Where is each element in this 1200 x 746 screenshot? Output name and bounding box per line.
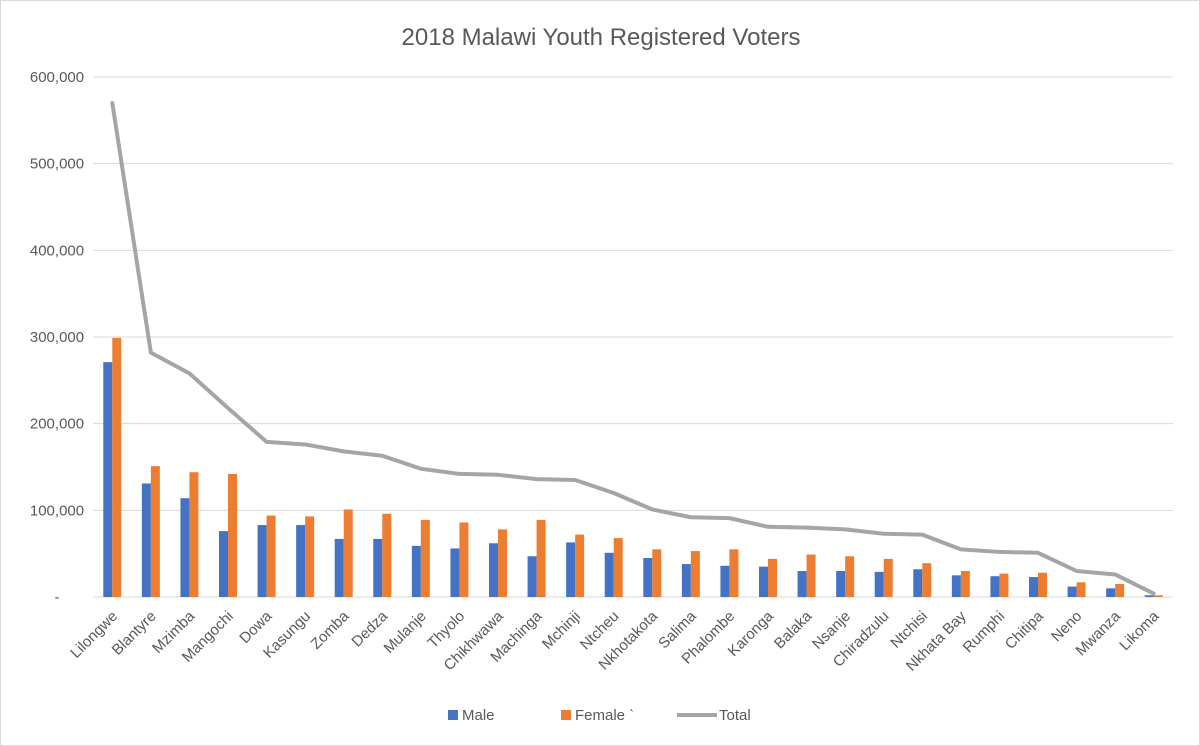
bar-female-nsanje — [845, 556, 855, 597]
bar-male-balaka — [797, 571, 807, 597]
bar-female-neno — [1076, 582, 1086, 597]
bar-female-mwanza — [1115, 584, 1125, 597]
y-tick-label: 500,000 — [30, 156, 84, 173]
chart-title: 2018 Malawi Youth Registered Voters — [402, 24, 801, 51]
bar-male-mangochi — [219, 531, 228, 597]
bar-female-chiradzulu — [883, 558, 893, 597]
bar-female-lilongwe — [112, 337, 122, 597]
x-tick-label-balaka: Balaka — [771, 607, 816, 652]
bar-male-mwanza — [1106, 588, 1116, 597]
bars — [103, 337, 1163, 597]
bar-female-machinga — [536, 519, 546, 597]
bar-female-mzimba — [189, 472, 199, 597]
bar-female-zomba — [343, 509, 353, 597]
bar-female-rumphi — [999, 573, 1009, 597]
x-tick-label-mchinji: Mchinji — [539, 608, 584, 653]
bar-male-chiradzulu — [874, 571, 884, 597]
series-line-total — [110, 101, 1156, 596]
bar-female-nkhotakota — [652, 549, 662, 597]
bar-female-salima — [690, 551, 700, 597]
y-tick-label: 300,000 — [30, 329, 84, 346]
x-tick-label-likoma: Likoma — [1116, 607, 1163, 654]
y-tick-label: 600,000 — [30, 69, 84, 86]
y-tick-label: 100,000 — [30, 502, 84, 519]
bar-male-chitipa — [1029, 577, 1038, 597]
bar-male-mchinji — [566, 542, 576, 597]
bar-male-blantyre — [141, 483, 151, 597]
y-tick-label: 200,000 — [30, 416, 84, 433]
gridlines — [93, 76, 1173, 598]
bar-male-thyolo — [450, 548, 460, 597]
bar-male-chikhwawa — [489, 543, 498, 597]
x-tick-label-chitipa: Chitipa — [1002, 607, 1048, 653]
bar-female-chikhwawa — [498, 529, 507, 597]
legend-label-female: Female ` — [575, 707, 634, 724]
y-tick-label: 400,000 — [30, 242, 84, 259]
bar-male-nkhotakota — [643, 558, 653, 597]
bar-female-dowa — [266, 515, 276, 597]
bar-male-mzimba — [180, 498, 190, 597]
bar-male-phalombe — [720, 565, 730, 597]
legend-label-male: Male — [462, 707, 495, 724]
bar-male-karonga — [759, 566, 768, 597]
bar-female-thyolo — [459, 522, 469, 597]
x-tick-label-lilongwe: Lilongwe — [67, 608, 121, 662]
y-tick-label: - — [55, 589, 60, 606]
bar-female-karonga — [768, 558, 777, 597]
bar-male-kasungu — [296, 525, 306, 597]
legend-label-total: Total — [719, 707, 751, 724]
bar-female-likoma — [1153, 595, 1163, 597]
bar-male-nsanje — [836, 571, 846, 597]
bar-female-mulanje — [420, 519, 430, 597]
bar-male-ntcheu — [604, 552, 614, 597]
legend: Male Female ` Total — [448, 707, 751, 724]
bar-female-balaka — [806, 554, 816, 597]
bar-male-likoma — [1144, 595, 1154, 597]
bar-male-dedza — [373, 538, 383, 597]
bar-female-ntchisi — [922, 563, 932, 597]
bar-female-chitipa — [1038, 572, 1047, 597]
bar-male-dowa — [257, 525, 267, 597]
bar-female-kasungu — [305, 516, 315, 597]
bar-female-blantyre — [150, 466, 160, 597]
bar-male-mulanje — [411, 545, 421, 597]
total-line — [110, 101, 1156, 596]
legend-swatch-female — [561, 710, 571, 720]
bar-female-mchinji — [575, 534, 585, 597]
x-tick-label-zomba: Zomba — [308, 607, 353, 652]
bar-male-rumphi — [990, 576, 1000, 597]
bar-female-mangochi — [228, 473, 237, 597]
bar-female-ntcheu — [613, 538, 623, 597]
bar-male-lilongwe — [103, 362, 113, 597]
bar-male-zomba — [334, 538, 344, 597]
bar-male-ntchisi — [913, 569, 923, 597]
legend-swatch-male — [448, 710, 458, 720]
bar-female-nkhata-bay — [960, 571, 970, 597]
bar-male-salima — [681, 564, 691, 597]
y-axis-ticks: - 100,000 200,000 300,000 400,000 500,000 600,… — [30, 69, 84, 606]
bar-male-nkhata-bay — [951, 575, 961, 597]
x-tick-label-mulanje: Mulanje — [381, 608, 430, 657]
x-tick-label-rumphi: Rumphi — [960, 608, 1009, 657]
bar-female-dedza — [382, 513, 392, 597]
bar-male-machinga — [527, 556, 537, 597]
bar-male-neno — [1067, 586, 1077, 597]
bar-female-phalombe — [729, 549, 739, 597]
